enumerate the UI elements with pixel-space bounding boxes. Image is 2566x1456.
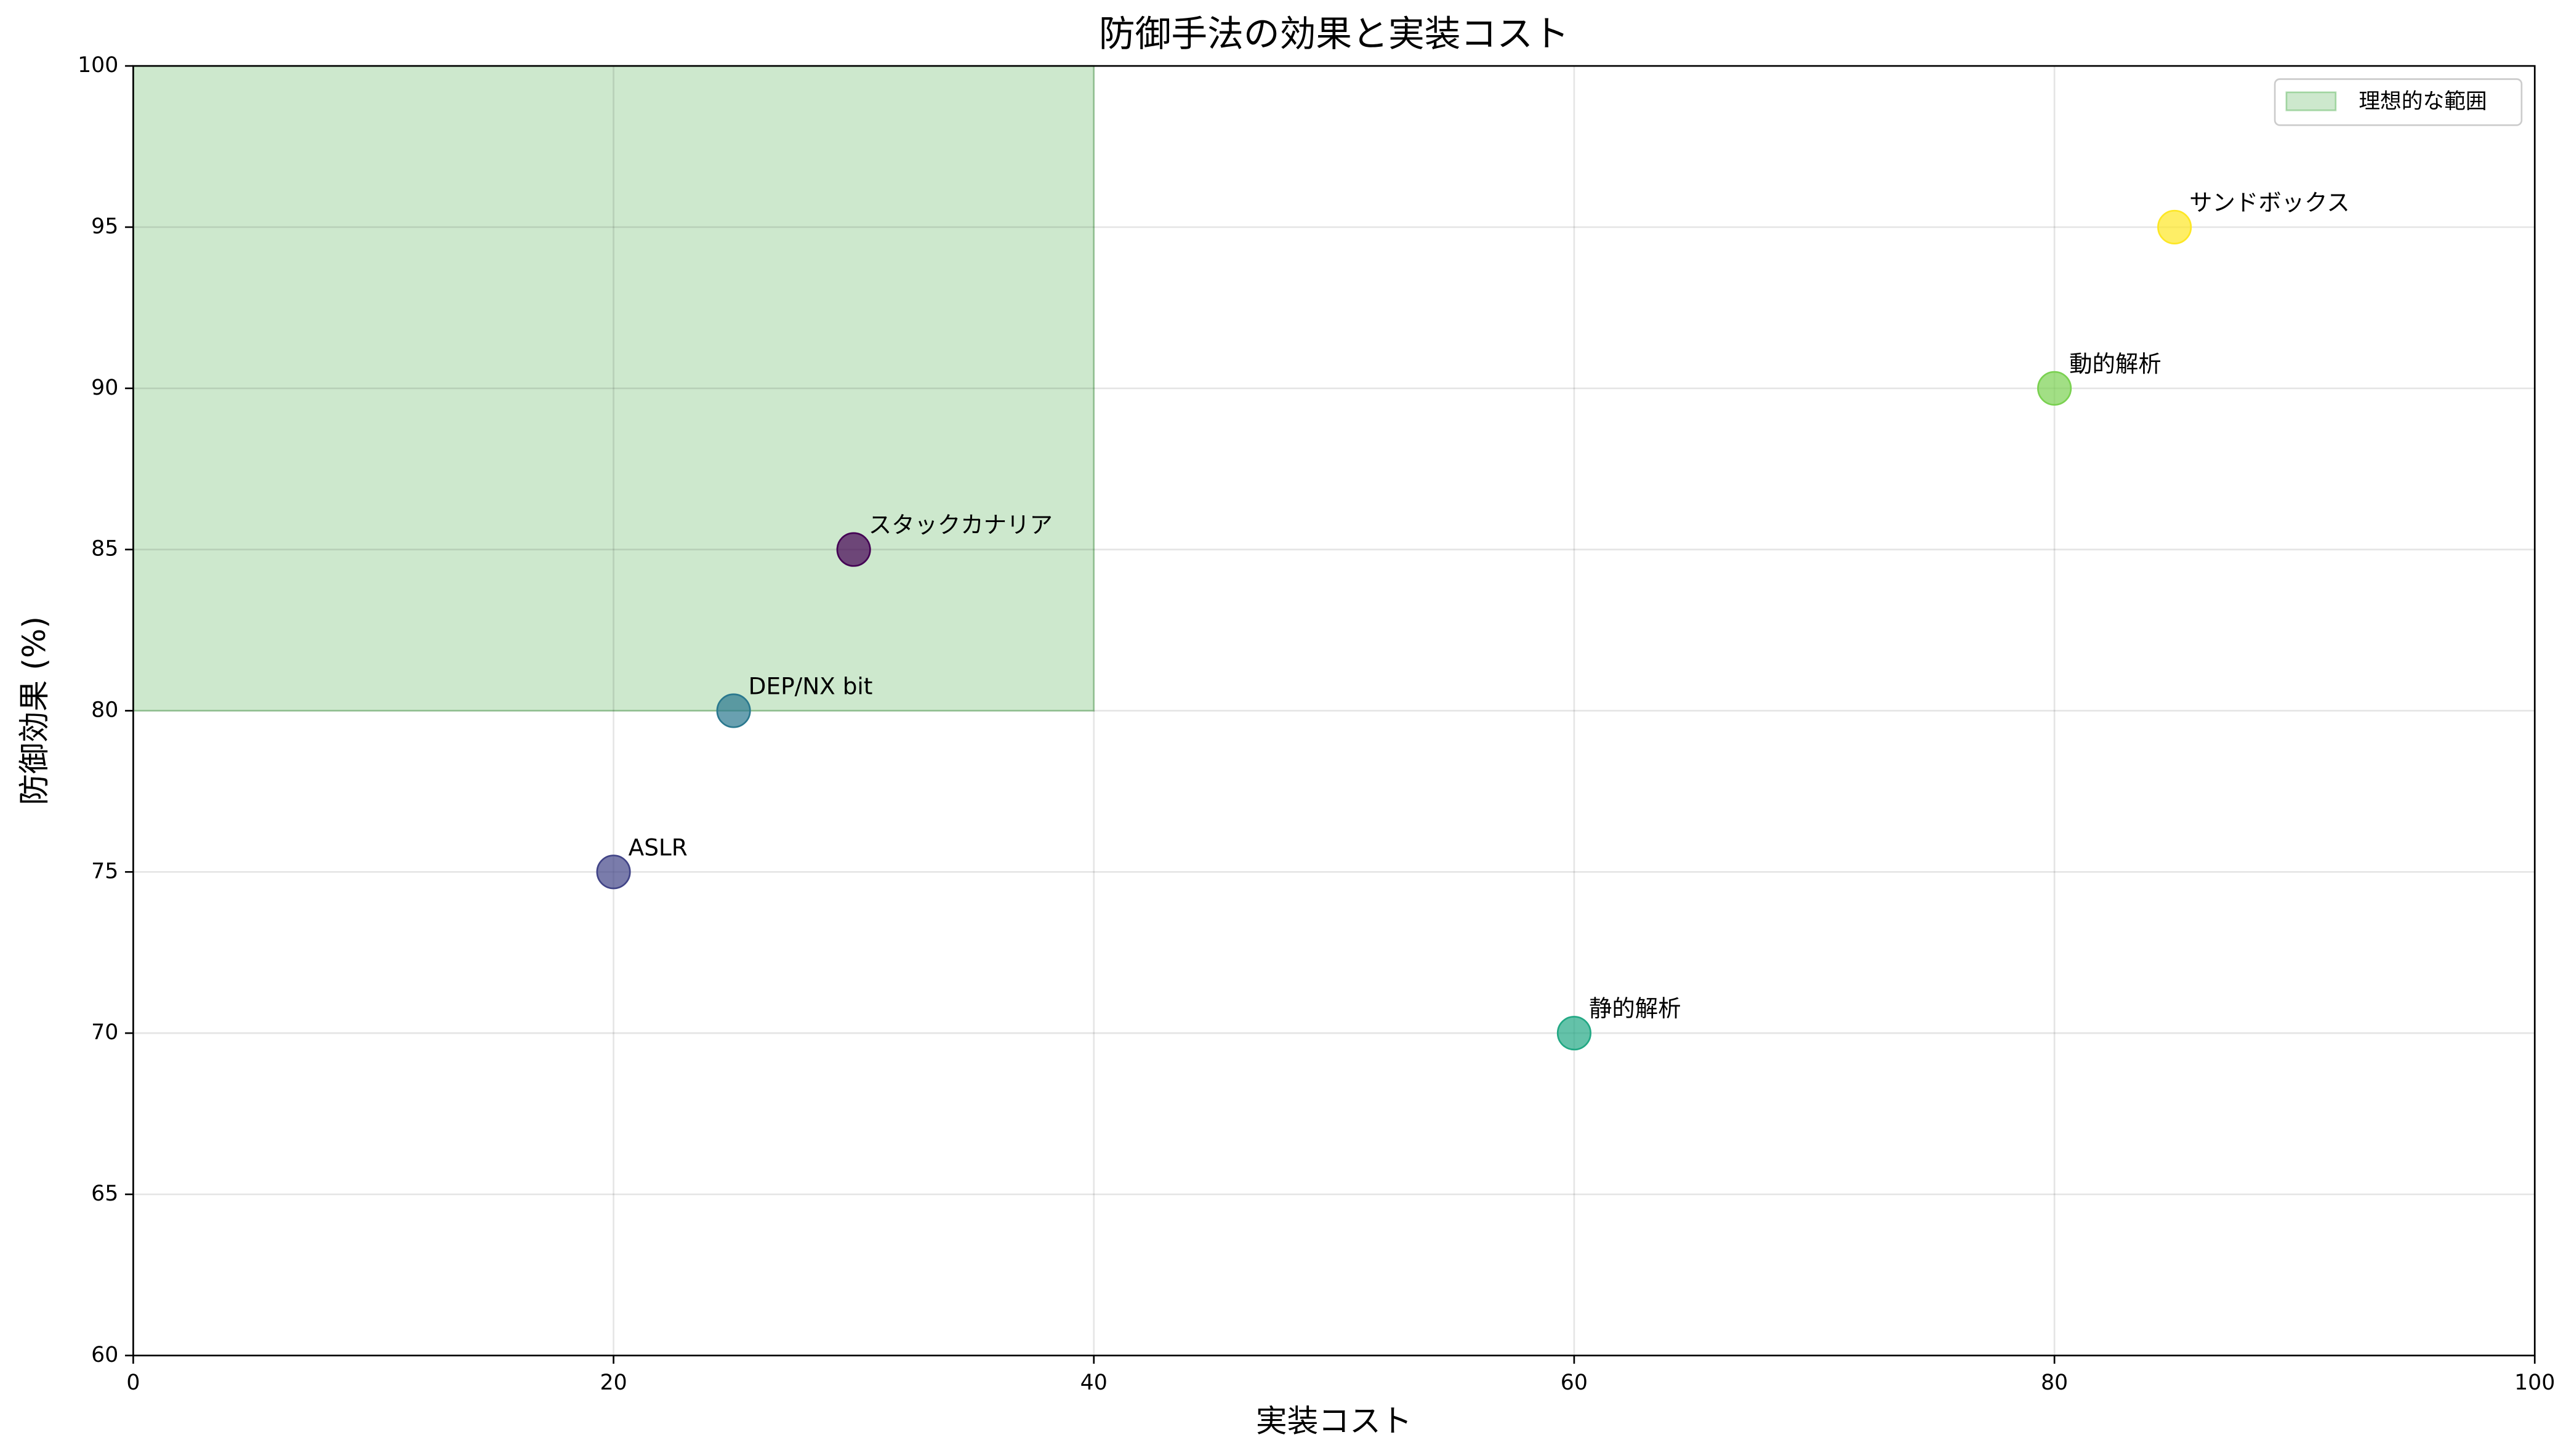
y-tick-label: 95	[91, 214, 118, 239]
point-label: 動的解析	[2069, 350, 2162, 377]
x-tick-label: 60	[1561, 1370, 1588, 1395]
chart-title: 防御手法の効果と実装コスト	[1099, 12, 1569, 55]
point	[2037, 371, 2072, 406]
legend-label: 理想的な範囲	[2359, 89, 2487, 114]
x-tick-label: 20	[600, 1370, 627, 1395]
point	[1556, 1016, 1591, 1051]
y-tick-label: 70	[91, 1020, 118, 1045]
point	[2157, 209, 2192, 244]
y-tick-label: 75	[91, 859, 118, 883]
plot-frame	[132, 65, 2536, 1357]
y-tick-label: 90	[91, 376, 118, 400]
x-tick-label: 0	[126, 1370, 140, 1395]
point-label: スタックカナリア	[869, 512, 1053, 539]
y-tick-label: 60	[91, 1343, 118, 1367]
y-tick-label: 80	[91, 698, 118, 722]
y-tick-label: 85	[91, 537, 118, 561]
point-label: ASLR	[629, 834, 688, 861]
y-tick-label: 100	[78, 53, 118, 78]
legend-swatch	[2285, 91, 2337, 111]
point	[596, 855, 631, 890]
x-tick-label: 40	[1080, 1370, 1108, 1395]
ideal-region	[132, 65, 1095, 712]
point	[716, 693, 751, 728]
legend-box	[2274, 78, 2523, 126]
point-label: DEP/NX bit	[749, 673, 873, 700]
x-tick-label: 80	[2041, 1370, 2068, 1395]
y-tick-label: 65	[91, 1181, 118, 1206]
point-label: サンドボックス	[2189, 189, 2350, 216]
point	[836, 532, 871, 567]
point-label: 静的解析	[1589, 995, 1681, 1022]
x-axis-label: 実装コスト	[1256, 1402, 1412, 1439]
y-axis-label: 防御効果 (%)	[16, 616, 52, 805]
x-tick-label: 100	[2514, 1370, 2555, 1395]
